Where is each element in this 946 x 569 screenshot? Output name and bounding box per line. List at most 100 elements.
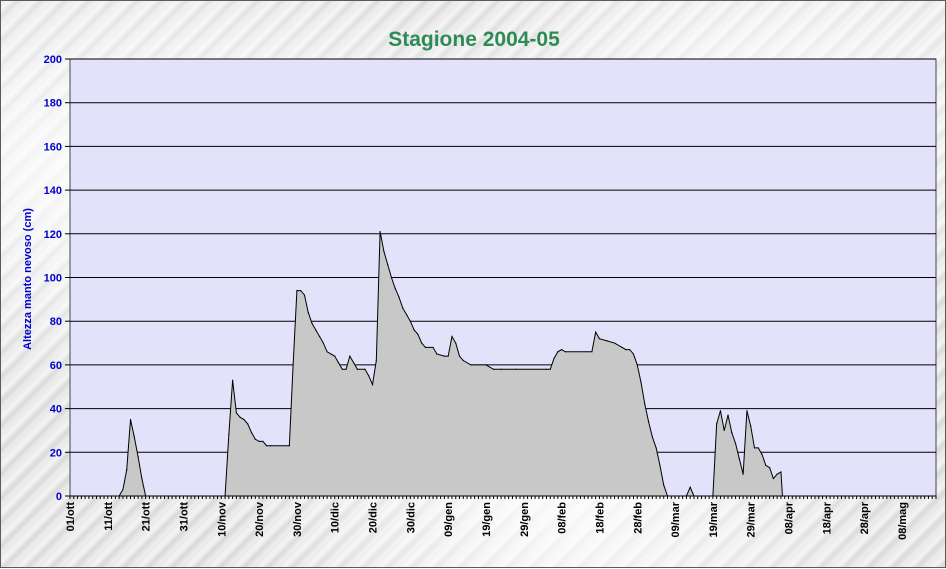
data-point [356,368,359,370]
data-point [345,368,347,370]
x-tick-label: 11/ott [103,502,115,531]
data-point [613,342,616,344]
data-point [651,436,653,438]
data-point [625,349,627,351]
data-point [258,440,260,442]
x-tick-label: 28/apr [859,501,871,534]
data-point [761,453,763,456]
data-point [632,353,635,355]
data-point [458,355,461,357]
x-tick-label: 19/mar [708,501,720,537]
data-point [122,488,124,491]
data-point [424,346,427,349]
x-tick-label: 31/ott [178,502,190,532]
y-tick-label: 0 [56,491,62,503]
data-point [288,445,290,447]
data-point [383,250,385,252]
data-point [545,368,548,370]
data-point [451,335,453,338]
x-tick-label: 10/nov [216,501,228,537]
x-tick-label: 08/mag [897,502,909,540]
data-point [723,429,725,432]
y-tick-label: 40 [50,404,62,416]
data-point [334,355,336,357]
x-tick-label: 28/feb [632,502,644,534]
data-point [462,359,464,362]
x-tick-label: 09/mar [670,501,682,537]
y-tick-label: 120 [44,229,62,241]
snow-depth-area [70,231,936,496]
data-point [421,342,423,344]
data-point [659,464,661,467]
x-tick-label: 18/apr [821,501,833,534]
data-point [757,447,759,449]
data-point [330,353,332,355]
data-point [232,379,234,381]
data-point [254,438,256,440]
data-point [394,287,396,290]
data-point [300,290,302,292]
y-tick-label: 160 [44,141,62,153]
data-point [371,383,374,386]
x-tick-label: 20/dic [368,502,380,533]
data-point [266,445,268,447]
data-point [640,381,642,383]
y-tick-label: 100 [44,273,62,285]
y-tick-label: 60 [50,360,62,372]
data-point [591,351,593,353]
x-tick-label: 18/feb [594,502,606,534]
data-point [269,445,272,447]
data-point [746,410,748,412]
data-point [239,416,241,418]
data-point [564,351,567,353]
data-point [250,432,253,434]
data-point [492,368,495,370]
data-point [307,311,309,314]
data-point [606,340,608,342]
data-point [765,464,767,467]
data-point [432,346,434,349]
data-point [769,467,771,469]
data-point [595,331,597,333]
data-point [129,418,132,421]
data-point [296,290,298,292]
x-tick-label: 10/dic [330,502,342,533]
data-point [629,349,631,351]
data-point [409,320,411,322]
data-point [322,342,324,344]
chart-title: Stagione 2004-05 [388,28,560,51]
data-point [719,410,722,412]
data-point [387,263,389,265]
data-point [780,471,782,473]
data-point [557,351,559,353]
data-point [485,364,487,366]
data-point [515,368,517,370]
data-point [318,335,321,338]
data-point [292,364,294,366]
y-axis-label: Altezza manto nevoso (cm) [22,208,34,350]
data-point [742,473,744,475]
data-point [349,355,351,357]
data-point [776,473,778,475]
data-point [228,434,230,436]
data-point [553,357,555,359]
data-point [126,469,128,471]
y-tick-label: 80 [50,316,62,328]
data-point [368,375,370,377]
data-point [133,436,135,438]
data-point [727,414,729,416]
data-point [731,432,733,434]
data-point [734,442,737,445]
data-point [303,294,306,296]
data-point [455,342,457,344]
data-point [137,456,139,458]
data-point [390,276,393,279]
y-tick-label: 180 [44,98,62,110]
data-point [315,329,317,331]
data-point [235,412,237,414]
snow-depth-line [70,231,936,497]
data-point [337,362,340,364]
x-tick-label: 30/dic [405,502,417,533]
